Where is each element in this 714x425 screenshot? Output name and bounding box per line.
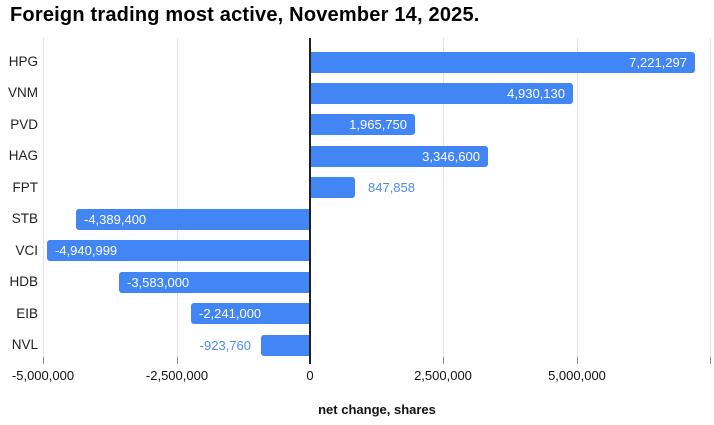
bar-value-label-nvl: -923,760 bbox=[199, 338, 251, 353]
bar-vci bbox=[47, 240, 309, 261]
bar-hdb bbox=[119, 272, 309, 293]
axis-tick-mark bbox=[177, 357, 178, 364]
x-tick-label: -2,500,000 bbox=[145, 368, 209, 383]
bar-value-label-fpt: 847,858 bbox=[368, 180, 415, 195]
x-tick-label: 5,000,000 bbox=[548, 368, 606, 383]
bar-vnm bbox=[311, 83, 573, 104]
category-label-eib: EIB bbox=[16, 306, 38, 321]
bar-value-label-hpg: 7,221,297 bbox=[629, 55, 687, 70]
bar-nvl bbox=[261, 335, 309, 356]
gridline bbox=[43, 38, 44, 357]
x-tick-label: 2,500,000 bbox=[414, 368, 472, 383]
bar-value-label-vnm: 4,930,130 bbox=[507, 86, 565, 101]
bar-hag bbox=[311, 146, 488, 167]
category-label-vnm: VNM bbox=[8, 85, 38, 100]
bar-eib bbox=[191, 303, 309, 324]
bar-value-label-pvd: 1,965,750 bbox=[349, 117, 407, 132]
bar-value-label-hdb: -3,583,000 bbox=[127, 275, 190, 290]
chart-title: Foreign trading most active, November 14… bbox=[10, 4, 480, 26]
category-label-fpt: FPT bbox=[12, 180, 39, 195]
bar-stb bbox=[76, 209, 309, 230]
x-tick-label: 0 bbox=[306, 368, 314, 383]
category-label-pvd: PVD bbox=[10, 117, 38, 132]
gridline bbox=[177, 38, 178, 357]
bar-pvd bbox=[311, 114, 415, 135]
category-label-stb: STB bbox=[11, 211, 38, 226]
axis-tick-mark bbox=[710, 357, 711, 364]
category-label-nvl: NVL bbox=[11, 337, 38, 352]
category-label-vci: VCI bbox=[15, 243, 38, 258]
axis-tick-mark bbox=[43, 357, 44, 364]
category-label-hpg: HPG bbox=[8, 54, 38, 69]
bar-hpg bbox=[311, 52, 695, 73]
axis-tick-mark bbox=[443, 357, 444, 364]
gridline bbox=[577, 38, 578, 357]
category-label-hdb: HDB bbox=[9, 274, 38, 289]
gridline bbox=[443, 38, 444, 357]
gridline bbox=[710, 38, 711, 357]
x-axis-title: net change, shares bbox=[318, 402, 436, 417]
category-label-hag: HAG bbox=[8, 148, 38, 163]
bar-value-label-stb: -4,389,400 bbox=[84, 212, 147, 227]
bar-value-label-vci: -4,940,999 bbox=[55, 243, 118, 258]
bar-value-label-eib: -2,241,000 bbox=[199, 306, 262, 321]
zero-axis-line bbox=[309, 38, 311, 364]
bar-fpt bbox=[311, 177, 355, 198]
x-tick-label: -5,000,000 bbox=[11, 368, 75, 383]
bar-value-label-hag: 3,346,600 bbox=[422, 149, 480, 164]
axis-tick-mark bbox=[577, 357, 578, 364]
